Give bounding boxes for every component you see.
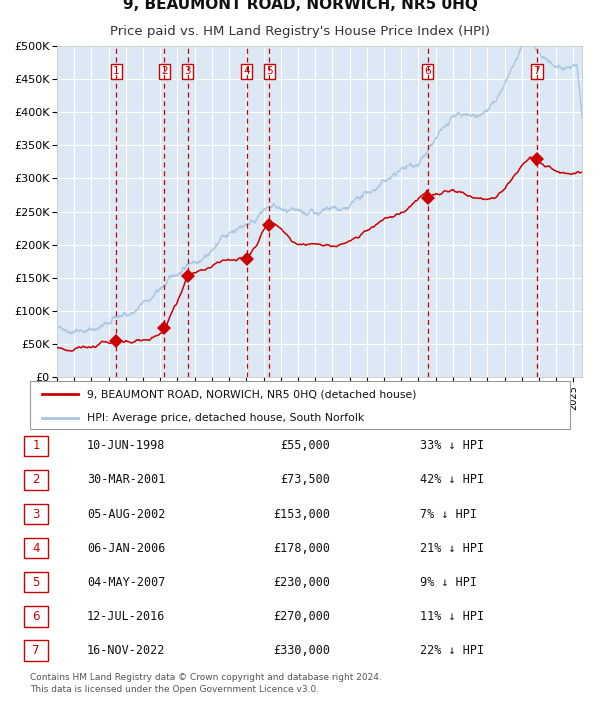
- Text: 6: 6: [424, 66, 431, 76]
- Text: 05-AUG-2002: 05-AUG-2002: [87, 508, 166, 520]
- Text: £178,000: £178,000: [273, 542, 330, 555]
- Text: 9, BEAUMONT ROAD, NORWICH, NR5 0HQ (detached house): 9, BEAUMONT ROAD, NORWICH, NR5 0HQ (deta…: [87, 389, 416, 399]
- Text: 9, BEAUMONT ROAD, NORWICH, NR5 0HQ: 9, BEAUMONT ROAD, NORWICH, NR5 0HQ: [122, 0, 478, 12]
- Text: HPI: Average price, detached house, South Norfolk: HPI: Average price, detached house, Sout…: [87, 413, 364, 423]
- Text: 30-MAR-2001: 30-MAR-2001: [87, 474, 166, 486]
- Text: 1: 1: [113, 66, 119, 76]
- Text: 42% ↓ HPI: 42% ↓ HPI: [420, 474, 484, 486]
- Text: 7: 7: [32, 644, 40, 657]
- Text: £153,000: £153,000: [273, 508, 330, 520]
- Text: 33% ↓ HPI: 33% ↓ HPI: [420, 439, 484, 452]
- Text: 11% ↓ HPI: 11% ↓ HPI: [420, 610, 484, 623]
- Text: 5: 5: [266, 66, 273, 76]
- Text: 4: 4: [244, 66, 250, 76]
- Text: 21% ↓ HPI: 21% ↓ HPI: [420, 542, 484, 555]
- Text: 12-JUL-2016: 12-JUL-2016: [87, 610, 166, 623]
- Text: 3: 3: [32, 508, 40, 520]
- Text: 3: 3: [184, 66, 191, 76]
- Text: 1: 1: [32, 439, 40, 452]
- Text: 7: 7: [533, 66, 540, 76]
- Text: £55,000: £55,000: [280, 439, 330, 452]
- Text: 6: 6: [32, 610, 40, 623]
- Text: 2: 2: [161, 66, 168, 76]
- Text: 9% ↓ HPI: 9% ↓ HPI: [420, 576, 477, 589]
- Text: 7% ↓ HPI: 7% ↓ HPI: [420, 508, 477, 520]
- Text: £330,000: £330,000: [273, 644, 330, 657]
- Text: £230,000: £230,000: [273, 576, 330, 589]
- Text: Contains HM Land Registry data © Crown copyright and database right 2024.
This d: Contains HM Land Registry data © Crown c…: [30, 673, 382, 694]
- Text: 04-MAY-2007: 04-MAY-2007: [87, 576, 166, 589]
- Text: £73,500: £73,500: [280, 474, 330, 486]
- Text: £270,000: £270,000: [273, 610, 330, 623]
- Text: 22% ↓ HPI: 22% ↓ HPI: [420, 644, 484, 657]
- Text: 10-JUN-1998: 10-JUN-1998: [87, 439, 166, 452]
- Text: 06-JAN-2006: 06-JAN-2006: [87, 542, 166, 555]
- Text: Price paid vs. HM Land Registry's House Price Index (HPI): Price paid vs. HM Land Registry's House …: [110, 25, 490, 38]
- Text: 4: 4: [32, 542, 40, 555]
- Text: 16-NOV-2022: 16-NOV-2022: [87, 644, 166, 657]
- Text: 2: 2: [32, 474, 40, 486]
- Text: 5: 5: [32, 576, 40, 589]
